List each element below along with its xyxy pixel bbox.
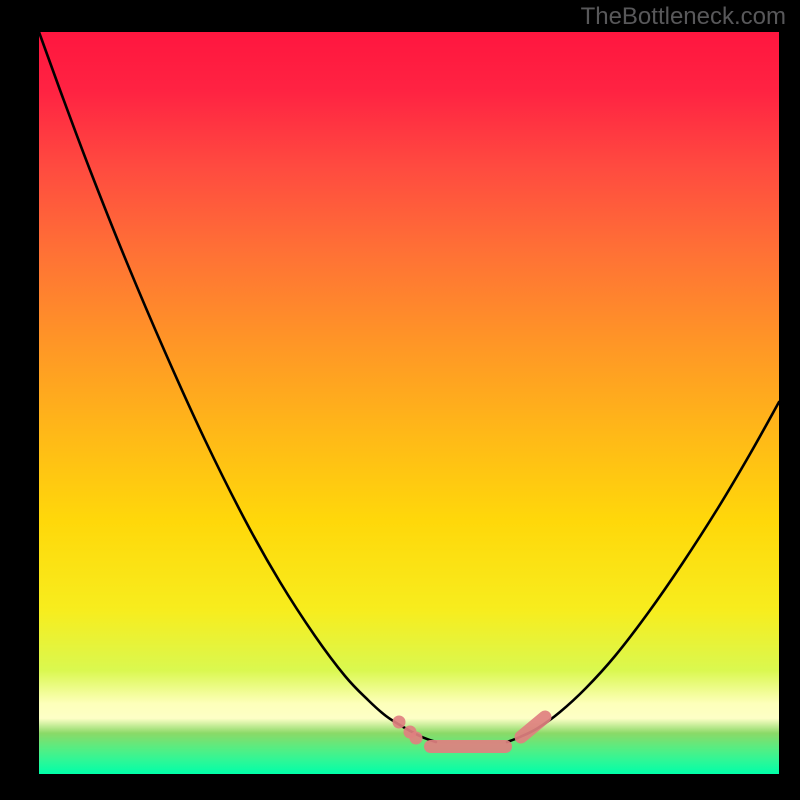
- chart-frame: TheBottleneck.com: [0, 0, 800, 800]
- curves-layer: [39, 32, 779, 774]
- curve-right: [507, 402, 779, 742]
- plot-area: [39, 32, 779, 774]
- marker-right-bar: [521, 717, 545, 737]
- watermark-text: TheBottleneck.com: [581, 3, 786, 31]
- marker-dot: [393, 716, 406, 729]
- markers-group: [393, 716, 546, 754]
- curve-left: [39, 32, 436, 742]
- marker-bottom-bar: [424, 740, 512, 753]
- marker-dot: [410, 732, 423, 745]
